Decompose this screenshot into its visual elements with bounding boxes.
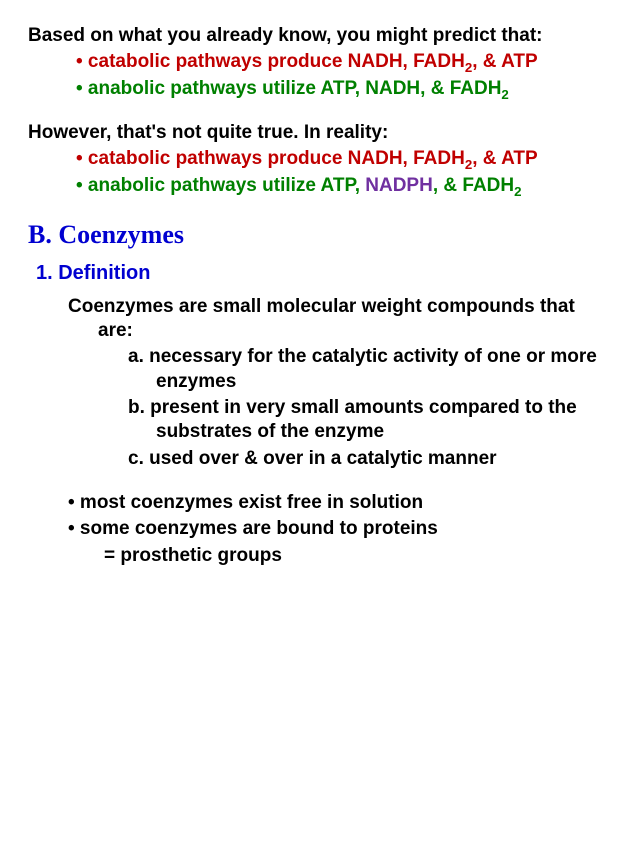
note-bound-proteins: • some coenzymes are bound to proteins [68, 517, 614, 541]
definition-lead: Coenzymes are small molecular weight com… [68, 295, 614, 344]
note-free-solution: • most coenzymes exist free in solution [68, 491, 614, 515]
sub: 2 [514, 183, 521, 198]
definition-a: a. necessary for the catalytic activity … [68, 345, 614, 394]
txt: NADPH [365, 175, 433, 196]
txt: • catabolic pathways produce NADH, FADH [76, 51, 465, 72]
txt: , [355, 175, 366, 196]
txt: • anabolic pathways utilize ATP [76, 175, 355, 196]
predict-bullet-2: • anabolic pathways utilize ATP, NADH, &… [52, 77, 614, 101]
txt: , & ATP [472, 51, 537, 72]
reality-bullet-2: • anabolic pathways utilize ATP, NADPH, … [52, 174, 614, 198]
sub: 2 [501, 86, 508, 101]
heading-1-definition: 1. Definition [36, 261, 614, 287]
note-prosthetic-groups: = prosthetic groups [68, 544, 614, 568]
definition-b: b. present in very small amounts compare… [68, 396, 614, 445]
txt: , & FADH [433, 175, 514, 196]
definition-c: c. used over & over in a catalytic manne… [68, 447, 614, 471]
heading-b-coenzymes: B. Coenzymes [28, 218, 614, 251]
predict-bullet-1: • catabolic pathways produce NADH, FADH2… [52, 50, 614, 74]
reality-lead: However, that's not quite true. In reali… [28, 121, 614, 145]
predict-lead: Based on what you already know, you migh… [28, 24, 614, 48]
txt: • catabolic pathways produce NADH, FADH [76, 148, 465, 169]
txt: • anabolic pathways utilize ATP, NADH, &… [76, 78, 501, 99]
txt: , & ATP [472, 148, 537, 169]
reality-bullet-1: • catabolic pathways produce NADH, FADH2… [52, 147, 614, 171]
